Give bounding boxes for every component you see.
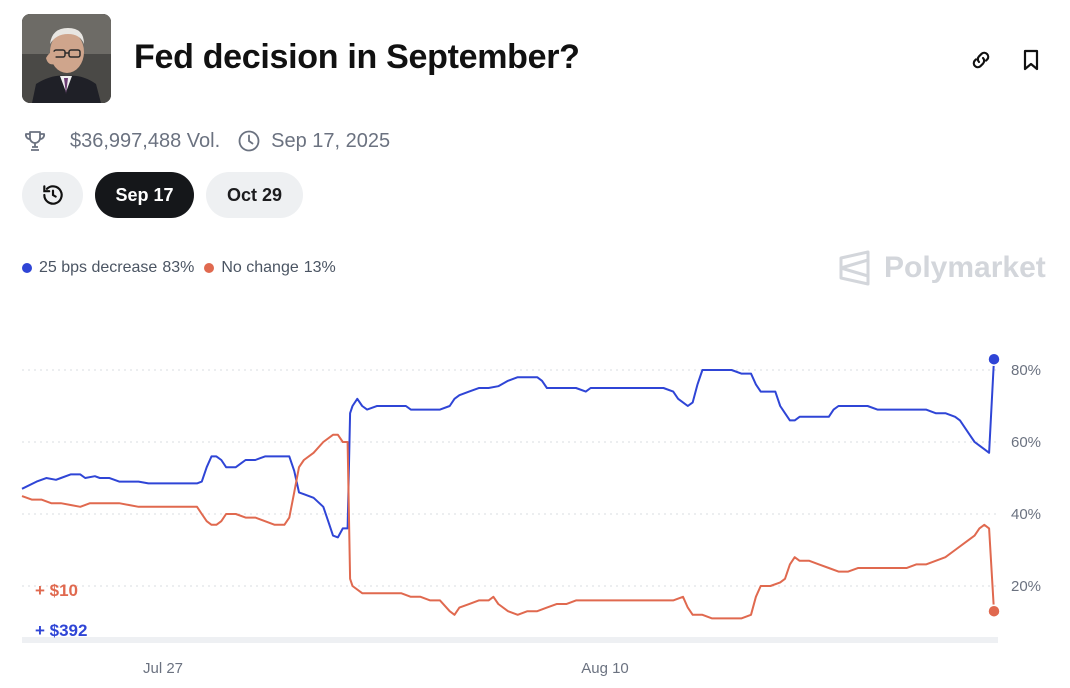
market-title: Fed decision in September? [134, 38, 580, 76]
person-portrait-icon [22, 14, 111, 103]
legend-value-decrease: 83% [162, 259, 195, 276]
polymarket-logo-icon [839, 250, 870, 286]
y-tick-label: 20% [1011, 578, 1041, 595]
brand-name: Polymarket [884, 251, 1046, 284]
market-avatar [22, 14, 111, 103]
x-tick-aug-10: Aug 10 [581, 660, 629, 677]
link-icon [972, 51, 990, 69]
history-button[interactable] [22, 172, 83, 218]
y-tick-label: 40% [1011, 506, 1041, 523]
bookmark-button[interactable] [1017, 46, 1045, 74]
polymarket-watermark: Polymarket [838, 248, 1046, 288]
copy-link-button[interactable] [967, 46, 995, 74]
series-line-decrease [21, 359, 995, 539]
tab-sep-17[interactable]: Sep 17 [95, 172, 194, 218]
legend-swatch-no-change [204, 263, 215, 273]
market-meta: $36,997,488 Vol. Sep 17, 2025 [22, 126, 390, 156]
trade-annotation-no-change: + $10 [35, 581, 78, 600]
series-line-no-change [21, 433, 995, 620]
volume-text: $36,997,488 Vol. [70, 129, 221, 152]
legend-swatch-decrease [22, 263, 32, 273]
tab-oct-29[interactable]: Oct 29 [206, 172, 303, 218]
series-endpoint-decrease[interactable] [987, 352, 1001, 366]
bookmark-icon [1023, 49, 1039, 71]
trade-annotation-decrease: + $392 [35, 621, 87, 640]
legend-value-no-change: 13% [303, 259, 336, 276]
chart-legend: 25 bps decrease 83% No change 13% [22, 256, 336, 280]
end-date-text: Sep 17, 2025 [271, 129, 391, 152]
x-tick-jul-27: Jul 27 [143, 660, 183, 677]
y-tick-label: 80% [1011, 362, 1041, 379]
legend-label-no-change: No change [221, 259, 299, 276]
legend-label-decrease: 25 bps decrease [39, 259, 158, 276]
series-endpoint-no-change[interactable] [987, 604, 1001, 618]
y-tick-label: 60% [1011, 434, 1041, 451]
clock-icon [236, 128, 262, 154]
trophy-icon [22, 128, 48, 154]
x-axis-baseline [22, 637, 998, 643]
history-icon [42, 185, 63, 205]
